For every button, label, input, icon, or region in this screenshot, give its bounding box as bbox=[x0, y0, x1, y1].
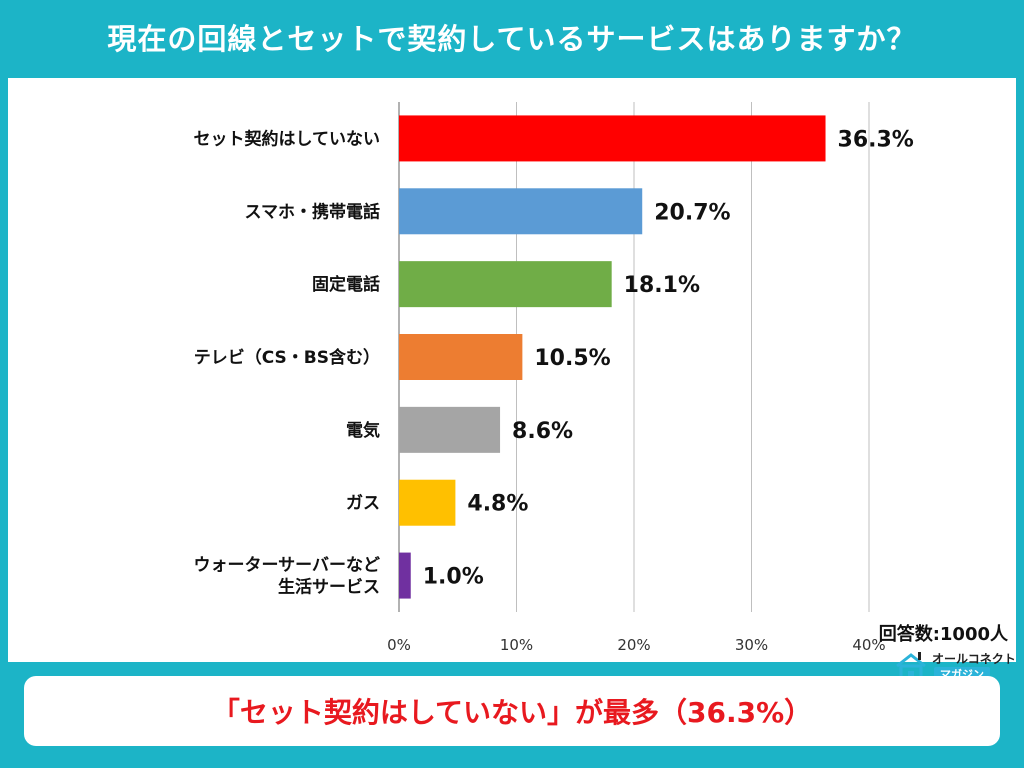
category-label: 生活サービス bbox=[278, 577, 380, 598]
bar bbox=[399, 479, 456, 526]
bar bbox=[399, 552, 411, 599]
category-label: ウォーターサーバーなど bbox=[194, 556, 381, 576]
data-label: 36.3% bbox=[838, 127, 914, 152]
x-tick-label: 10% bbox=[500, 636, 533, 654]
category-label: スマホ・携帯電話 bbox=[245, 201, 381, 222]
data-label: 4.8% bbox=[467, 492, 528, 517]
logo-text-top: オールコネクト bbox=[932, 652, 1016, 666]
summary-text: 「セット契約はしていない」が最多（36.3%） bbox=[211, 696, 813, 729]
category-label: 電気 bbox=[346, 420, 380, 441]
page-title: 現在の回線とセットで契約しているサービスはありますか？ bbox=[107, 22, 917, 56]
response-count: 回答数:1000人 bbox=[878, 624, 1008, 645]
data-label: 18.1% bbox=[624, 273, 700, 298]
category-label: 固定電話 bbox=[312, 274, 380, 295]
x-tick-label: 40% bbox=[852, 636, 885, 654]
header-bar: 現在の回線とセットで契約しているサービスはありますか？ bbox=[0, 0, 1024, 74]
bar bbox=[399, 406, 501, 453]
data-label: 20.7% bbox=[654, 200, 730, 225]
bar bbox=[399, 115, 826, 162]
bar-chart: 0% 10% 20% 30% 40% 36.3% セット契約はしていない 20.7% スマホ・携… bbox=[194, 102, 914, 654]
x-tick-label: 30% bbox=[735, 636, 768, 654]
bar bbox=[399, 261, 612, 308]
data-label: 8.6% bbox=[512, 419, 573, 444]
data-label: 10.5% bbox=[534, 346, 610, 371]
bar bbox=[399, 334, 523, 380]
bar bbox=[399, 188, 643, 235]
category-label: ガス bbox=[346, 494, 380, 514]
x-tick-label: 0% bbox=[387, 636, 411, 654]
summary-box: 「セット契約はしていない」が最多（36.3%） bbox=[24, 676, 1000, 746]
chart-panel: 0% 10% 20% 30% 40% 36.3% セット契約はしていない 20.7% スマホ・携… bbox=[8, 78, 1016, 683]
category-label: テレビ（CS・BS含む） bbox=[194, 347, 380, 368]
category-label: セット契約はしていない bbox=[194, 128, 381, 149]
x-tick-label: 20% bbox=[617, 636, 650, 654]
data-label: 1.0% bbox=[423, 565, 484, 590]
